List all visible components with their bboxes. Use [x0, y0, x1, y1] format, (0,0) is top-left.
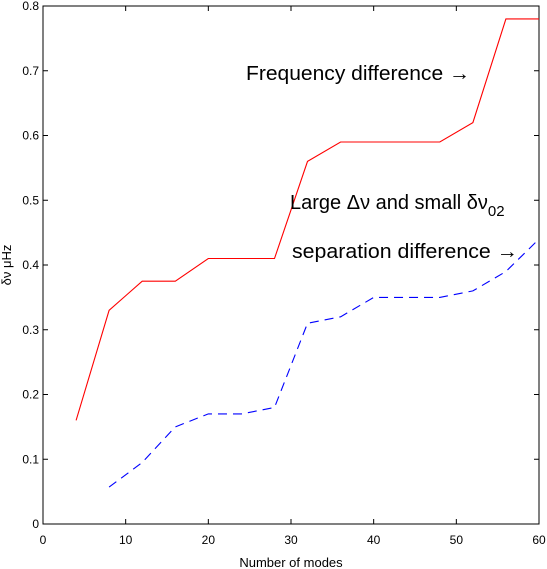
x-tick-label: 0	[40, 533, 47, 547]
y-tick-label: 0.1	[22, 452, 39, 466]
y-tick-label: 0.5	[22, 193, 39, 207]
y-tick-label: 0.4	[22, 258, 39, 272]
y-tick-label: 0	[32, 517, 39, 531]
x-tick-label: 20	[202, 533, 216, 547]
y-tick-label: 0.2	[22, 388, 39, 402]
y-tick-label: 0.6	[22, 129, 39, 143]
x-axis-label: Number of modes	[239, 555, 343, 569]
series-layer	[75, 18, 540, 488]
annotation-large-separation-line1: Large Δν and small δν02	[290, 192, 505, 220]
y-tick-label: 0.3	[22, 323, 39, 337]
series-line-2	[108, 238, 540, 488]
annotation-large-separation-subscript: 02	[488, 203, 505, 220]
ticks-layer: 0 10 20 30 40 50 60 0 0.1 0.2 0.3 0.4 0.5 0.6 0.7 0.8	[22, 0, 546, 547]
x-tick-label: 60	[532, 533, 546, 547]
y-axis-label: δν μHz	[0, 245, 14, 286]
y-tick-label: 0.7	[22, 64, 39, 78]
x-tick-label: 10	[119, 533, 133, 547]
x-tick-label: 30	[284, 533, 298, 547]
x-tick-label: 40	[367, 533, 381, 547]
annotation-frequency-difference: Frequency difference →	[246, 63, 470, 85]
series-line-1	[75, 18, 539, 421]
annotation-large-separation-prefix: Large Δν and small δν	[290, 192, 488, 214]
x-tick-label: 50	[450, 533, 464, 547]
annotation-large-separation-line2: separation difference →	[292, 241, 518, 263]
y-tick-label: 0.8	[22, 0, 39, 13]
